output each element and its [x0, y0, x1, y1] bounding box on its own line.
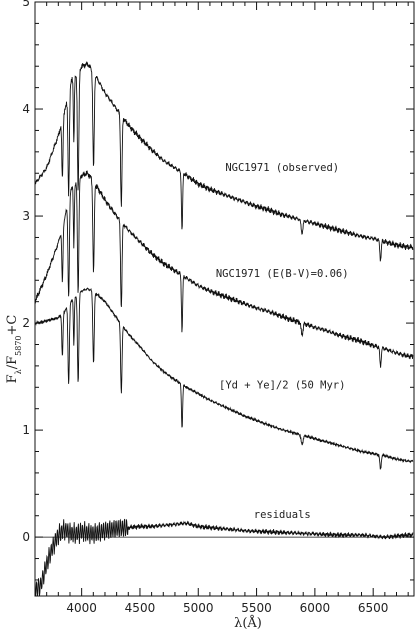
ticks-group [34, 1, 414, 596]
x-tick-label: 6000 [300, 601, 331, 615]
y-tick-label: 2 [22, 316, 30, 330]
x-tick-label: 4000 [66, 601, 97, 615]
x-tick-label: 5500 [241, 601, 272, 615]
plot-frame [34, 1, 415, 597]
x-tick-label: 4500 [125, 601, 156, 615]
y-axis-title-mid: /F [5, 356, 20, 369]
y-tick-label: 4 [22, 102, 30, 116]
annotation-label: [Yd + Ye]/2 (50 Myr) [219, 379, 345, 391]
y-axis-title-sub2: 5870 [14, 335, 23, 355]
y-axis-title-tail: +C [5, 315, 20, 336]
annotation-label: residuals [254, 509, 311, 521]
observed-spectrum-line [34, 61, 414, 262]
y-tick-label: 3 [22, 209, 30, 223]
spectra-group [34, 61, 414, 597]
annotations-group: NGC1971 (observed) NGC1971 (E(B-V)=0.06) [… [216, 162, 349, 521]
x-axis-title: λ(Å) [234, 615, 262, 631]
dereddened-spectrum-line [34, 170, 414, 368]
y-axis-title: Fλ/F5870+C [5, 315, 23, 384]
y-tick-label: 0 [22, 530, 30, 544]
tick-labels-group: 4000 4500 5000 5500 6000 6500 0 1 2 3 4 5 [22, 0, 388, 615]
annotation-label: NGC1971 (observed) [225, 162, 339, 174]
x-tick-label: 6500 [358, 601, 389, 615]
model-spectrum-line [34, 287, 414, 470]
residuals-line [34, 518, 414, 597]
y-axis-title-sub1: λ [14, 369, 23, 374]
annotation-label: NGC1971 (E(B-V)=0.06) [216, 268, 349, 280]
y-tick-label: 5 [22, 0, 30, 9]
y-tick-label: 1 [22, 423, 30, 437]
x-tick-label: 5000 [183, 601, 214, 615]
y-axis-title-main: F [5, 374, 20, 383]
